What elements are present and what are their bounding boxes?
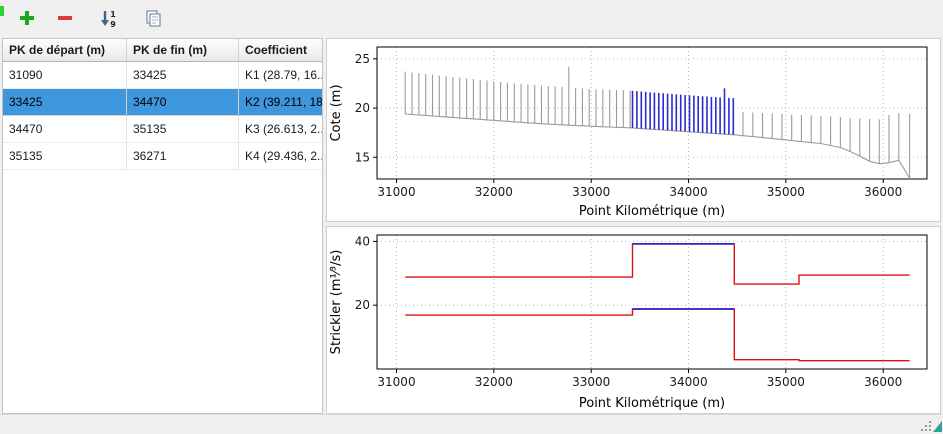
svg-text:Point Kilométrique (m): Point Kilométrique (m) [579, 396, 725, 411]
coefficient-table: PK de départ (m) PK de fin (m) Coefficient… [3, 39, 322, 170]
resize-grip[interactable] [919, 419, 931, 431]
cote-chart: 31000 32000 33000 34000 35000 36000 15 20 25 Poin… [329, 46, 928, 219]
column-header[interactable]: PK de départ (m) [3, 39, 127, 62]
copy-icon [146, 10, 161, 27]
plus-icon [20, 11, 34, 25]
table-cell[interactable]: 33425 [126, 61, 239, 89]
table-cell[interactable]: 35135 [3, 142, 127, 170]
svg-text:32000: 32000 [475, 375, 513, 389]
table-cell[interactable]: 36271 [126, 142, 239, 170]
svg-text:Cote (m): Cote (m) [329, 84, 344, 141]
table-cell[interactable]: 34470 [126, 88, 239, 116]
table-row[interactable]: 34470 35135 K3 (26.613, 2... [3, 115, 322, 143]
table-cell[interactable]: 33425 [3, 88, 127, 116]
coefficient-table-panel: PK de départ (m) PK de fin (m) Coefficient… [2, 38, 323, 414]
table-cell[interactable]: K1 (28.79, 16... [238, 61, 322, 89]
sort-button[interactable]: 1 9 [94, 4, 124, 32]
svg-text:40: 40 [355, 234, 370, 248]
svg-text:35000: 35000 [767, 185, 805, 199]
table-row[interactable]: 35135 36271 K4 (29.436, 2... [3, 142, 322, 170]
svg-text:35000: 35000 [767, 375, 805, 389]
sort-numeric-icon: 1 9 [101, 10, 116, 28]
svg-text:33000: 33000 [572, 185, 610, 199]
svg-text:34000: 34000 [669, 375, 707, 389]
splitter[interactable] [323, 38, 326, 414]
column-header[interactable]: PK de fin (m) [126, 39, 239, 62]
svg-text:32000: 32000 [475, 185, 513, 199]
svg-text:31000: 31000 [377, 375, 415, 389]
svg-text:15: 15 [355, 150, 370, 164]
table-cell[interactable]: 34470 [3, 115, 127, 143]
svg-text:25: 25 [355, 52, 370, 66]
svg-text:20: 20 [355, 101, 370, 115]
table-cell[interactable]: K3 (26.613, 2... [238, 115, 322, 143]
strickler-chart-panel: 31000 32000 33000 34000 35000 36000 20 40 Point … [326, 226, 941, 414]
sort-digit-bottom: 9 [110, 20, 116, 28]
svg-text:20: 20 [355, 298, 370, 312]
remove-button[interactable] [50, 4, 80, 32]
toolbar: 1 9 [0, 0, 943, 36]
status-bar [0, 414, 943, 434]
copy-button[interactable] [138, 4, 168, 32]
svg-text:34000: 34000 [669, 185, 707, 199]
table-row[interactable]: 31090 33425 K1 (28.79, 16... [3, 61, 322, 89]
svg-text:Strickler (m¹⁄³/s): Strickler (m¹⁄³/s) [329, 250, 344, 355]
minus-icon [58, 16, 72, 20]
table-cell[interactable]: 31090 [3, 61, 127, 89]
corner-accent [933, 421, 942, 432]
sort-digit-top: 1 [110, 10, 116, 19]
cote-chart-panel: 31000 32000 33000 34000 35000 36000 15 20 25 Poin… [326, 38, 941, 222]
table-cell[interactable]: 35135 [126, 115, 239, 143]
svg-text:Point Kilométrique (m): Point Kilométrique (m) [579, 204, 725, 219]
svg-text:36000: 36000 [864, 375, 902, 389]
table-cell[interactable]: K4 (29.436, 2... [238, 142, 322, 170]
add-button[interactable] [12, 4, 42, 32]
svg-text:33000: 33000 [572, 375, 610, 389]
strickler-chart: 31000 32000 33000 34000 35000 36000 20 40 Point … [329, 234, 928, 411]
column-header[interactable]: Coefficient [238, 39, 322, 62]
svg-text:36000: 36000 [864, 185, 902, 199]
svg-text:31000: 31000 [377, 185, 415, 199]
edge-accent [0, 6, 4, 16]
table-header-row: PK de départ (m) PK de fin (m) Coefficient [3, 39, 322, 62]
table-cell[interactable]: K2 (39.211, 18... [238, 88, 322, 116]
